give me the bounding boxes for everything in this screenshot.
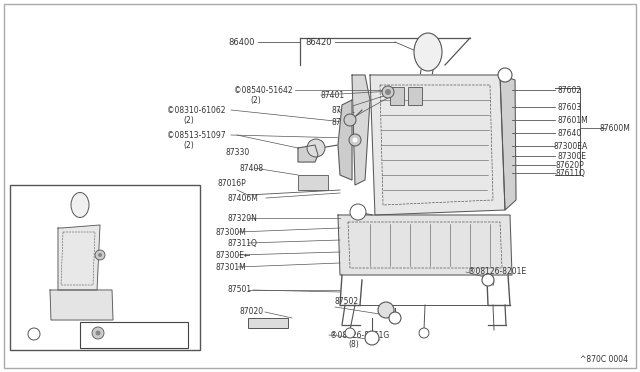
Text: 87000: 87000 — [14, 263, 38, 273]
Circle shape — [92, 327, 104, 339]
Text: 86400: 86400 — [228, 38, 255, 46]
Polygon shape — [298, 145, 318, 162]
Circle shape — [95, 330, 100, 336]
Text: (3): (3) — [484, 278, 495, 286]
Text: 87501A: 87501A — [14, 324, 44, 333]
Text: 87020: 87020 — [240, 308, 264, 317]
Bar — [390, 87, 404, 105]
Text: 87330: 87330 — [225, 148, 249, 157]
Circle shape — [385, 89, 391, 95]
Text: 87401: 87401 — [321, 90, 345, 99]
Text: 87501: 87501 — [228, 285, 252, 295]
Circle shape — [98, 253, 102, 257]
Text: (2): (2) — [250, 96, 260, 105]
Text: 87640: 87640 — [558, 128, 582, 138]
Text: 87311Q: 87311Q — [228, 238, 258, 247]
Ellipse shape — [71, 192, 89, 218]
Circle shape — [353, 138, 358, 142]
Text: 87502: 87502 — [335, 298, 359, 307]
Text: ©08310-61062: ©08310-61062 — [167, 106, 225, 115]
Text: ©08513-51097: ©08513-51097 — [167, 131, 226, 140]
Text: 87405: 87405 — [332, 118, 356, 126]
Circle shape — [419, 328, 429, 338]
Text: (2): (2) — [101, 199, 112, 208]
Polygon shape — [370, 75, 505, 215]
Text: 86400: 86400 — [14, 218, 38, 227]
Polygon shape — [500, 75, 516, 210]
Circle shape — [28, 328, 40, 340]
Text: 87505: 87505 — [14, 241, 38, 250]
Circle shape — [95, 250, 105, 260]
Polygon shape — [352, 75, 370, 185]
Circle shape — [389, 312, 401, 324]
Text: (2): (2) — [183, 141, 194, 150]
Bar — [80, 322, 188, 348]
Circle shape — [344, 114, 356, 126]
Circle shape — [350, 204, 366, 220]
Text: USA: USA — [85, 318, 100, 327]
Circle shape — [345, 328, 355, 338]
Polygon shape — [338, 215, 512, 275]
Bar — [298, 175, 328, 190]
Text: ©08510-51242: ©08510-51242 — [85, 189, 143, 198]
Text: 87611Q: 87611Q — [556, 169, 586, 177]
Circle shape — [482, 274, 494, 286]
Text: 87620P: 87620P — [556, 160, 585, 170]
Circle shape — [378, 302, 394, 318]
Circle shape — [365, 331, 379, 345]
Text: 87408: 87408 — [240, 164, 264, 173]
Bar — [248, 318, 288, 328]
Text: (8): (8) — [348, 340, 359, 350]
Text: ^870C 0004: ^870C 0004 — [580, 356, 628, 365]
Text: 87300E←: 87300E← — [215, 250, 250, 260]
Polygon shape — [58, 225, 100, 290]
Text: 87505+A: 87505+A — [103, 291, 139, 299]
Polygon shape — [50, 290, 113, 320]
Text: 87603: 87603 — [558, 103, 582, 112]
Text: 87300M: 87300M — [215, 228, 246, 237]
Text: 86420: 86420 — [305, 38, 332, 46]
Text: 87320N: 87320N — [228, 214, 258, 222]
Text: 24346TA: 24346TA — [85, 330, 118, 340]
Text: 87300EA: 87300EA — [554, 141, 588, 151]
Text: 87406M: 87406M — [228, 193, 259, 202]
Text: 87016P: 87016P — [218, 179, 247, 187]
Circle shape — [349, 134, 361, 146]
Text: 87411: 87411 — [332, 106, 356, 115]
Text: ®08126-8201E: ®08126-8201E — [468, 267, 526, 276]
Circle shape — [307, 139, 325, 157]
Text: 87601M: 87601M — [558, 115, 589, 125]
Text: 87301M: 87301M — [215, 263, 246, 272]
Text: 87602: 87602 — [558, 86, 582, 94]
Text: 87300E: 87300E — [558, 151, 587, 160]
Bar — [408, 87, 422, 105]
Text: (2): (2) — [183, 115, 194, 125]
Text: ©08540-51642: ©08540-51642 — [234, 86, 292, 94]
Polygon shape — [338, 100, 352, 180]
Text: 87600M: 87600M — [600, 124, 631, 132]
Bar — [10, 185, 200, 350]
Text: ®08126-8161G: ®08126-8161G — [330, 330, 389, 340]
Circle shape — [382, 86, 394, 98]
Circle shape — [498, 68, 512, 82]
Ellipse shape — [414, 33, 442, 71]
